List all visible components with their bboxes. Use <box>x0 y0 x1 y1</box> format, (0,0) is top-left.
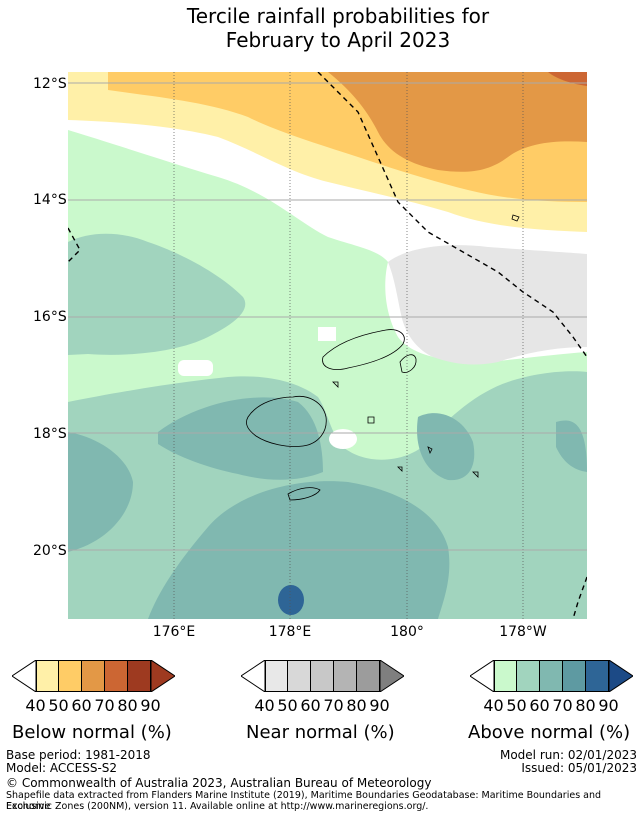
vanua-levu <box>322 329 405 370</box>
legend-near-right-arrow <box>380 660 404 692</box>
lon-label-176e: 176°E <box>152 624 196 640</box>
legend-near-swatch-80 <box>357 660 380 692</box>
source-credit-line1: Shapefile data extracted from Flanders M… <box>6 790 602 812</box>
legend-below-left-arrow <box>12 660 36 692</box>
copyright-notice: © Commonwealth of Australia 2023, Austra… <box>6 776 432 790</box>
legend-below-tick-90: 90 <box>140 696 161 715</box>
above-70-spot <box>278 585 304 615</box>
lon-label-178e: 178°E <box>268 624 312 640</box>
islet-4 <box>397 466 403 472</box>
legend-above-swatch-80 <box>586 660 609 692</box>
legend-above-label: Above normal (%) <box>468 722 631 743</box>
above-60-center <box>158 397 323 480</box>
legend-near-tick-40: 40 <box>254 696 275 715</box>
legend-near-left-arrow <box>241 660 265 692</box>
longitude-gridlines <box>173 72 524 619</box>
blank-patch-south <box>329 429 357 449</box>
lat-label-16s: 16°S <box>33 309 67 325</box>
below-60-region <box>328 72 587 172</box>
legend-above-tick-40: 40 <box>483 696 504 715</box>
legend-above-swatch-40 <box>494 660 517 692</box>
model-run-date: Model run: 02/01/2023 <box>499 748 637 762</box>
legend-above-swatch-60 <box>540 660 563 692</box>
map-title-line1: Tercile rainfall probabilities for <box>186 4 490 28</box>
rainfall-probability-map <box>68 72 587 619</box>
fiji-islands <box>246 214 520 501</box>
legend-above-tick-50: 50 <box>506 696 527 715</box>
legend-above-tick-60: 60 <box>529 696 550 715</box>
legend-above-tick-80: 80 <box>575 696 596 715</box>
lat-label-14s: 14°S <box>33 192 67 208</box>
legend-below-swatch-40 <box>36 660 59 692</box>
legend-near-tick-50: 50 <box>277 696 298 715</box>
islet-5 <box>332 381 339 388</box>
legend-above-right-arrow <box>609 660 633 692</box>
legend-near-swatch-40 <box>265 660 288 692</box>
near-normal-region <box>388 245 587 365</box>
lon-label-178w: 178°W <box>499 624 547 640</box>
lau-islet-3 <box>472 471 479 478</box>
lau-islet-2 <box>427 446 433 455</box>
legend-above-tick-70: 70 <box>552 696 573 715</box>
latitude-gridlines <box>68 82 587 551</box>
above-60-east <box>417 413 475 481</box>
kadavu <box>287 487 321 501</box>
blank-patch-west <box>178 360 213 376</box>
legend-below-swatch-50 <box>59 660 82 692</box>
model-name: Model: ACCESS-S2 <box>6 761 118 775</box>
legend-near-tick-90: 90 <box>369 696 390 715</box>
lat-label-18s: 18°S <box>33 426 67 442</box>
legend-below-tick-60: 60 <box>71 696 92 715</box>
lau-islet-1 <box>367 416 375 424</box>
map-title-line2: February to April 2023 <box>225 28 451 52</box>
legend-near-swatch-60 <box>311 660 334 692</box>
above-60-region <box>68 432 133 552</box>
above-50-region <box>68 233 246 355</box>
lat-label-20s: 20°S <box>33 543 67 559</box>
legend-above-tick-90: 90 <box>598 696 619 715</box>
legend-below-swatch-80 <box>128 660 151 692</box>
legend-above-left-arrow <box>470 660 494 692</box>
source-credit-line2: Economic Zones (200NM), version 11. Avai… <box>6 801 429 812</box>
legend-below-label: Below normal (%) <box>12 722 172 743</box>
lat-label-12s: 12°S <box>33 76 67 92</box>
legend-near-tick-70: 70 <box>323 696 344 715</box>
legend-below-right-arrow <box>151 660 175 692</box>
lon-label-180: 180° <box>390 624 424 640</box>
legend-below-tick-40: 40 <box>25 696 46 715</box>
viti-levu <box>246 395 327 447</box>
legend-above-swatch-70 <box>563 660 586 692</box>
base-period: Base period: 1981-2018 <box>6 748 151 762</box>
legend-above-swatch-50 <box>517 660 540 692</box>
legend-near-swatch-70 <box>334 660 357 692</box>
legend-near-label: Near normal (%) <box>246 722 395 743</box>
eez-boundaries <box>68 72 587 619</box>
legend-below-tick-70: 70 <box>94 696 115 715</box>
taveuni <box>399 354 417 373</box>
legend-near-tick-60: 60 <box>300 696 321 715</box>
legend-below-tick-80: 80 <box>117 696 138 715</box>
legend-below-swatch-70 <box>105 660 128 692</box>
legend-near-tick-80: 80 <box>346 696 367 715</box>
rotuma-islet <box>511 214 520 222</box>
blank-patch-north <box>318 327 336 341</box>
legend-below-tick-50: 50 <box>48 696 69 715</box>
issued-date: Issued: 05/01/2023 <box>521 761 637 775</box>
legend-below-swatch-60 <box>82 660 105 692</box>
legend-near-swatch-50 <box>288 660 311 692</box>
